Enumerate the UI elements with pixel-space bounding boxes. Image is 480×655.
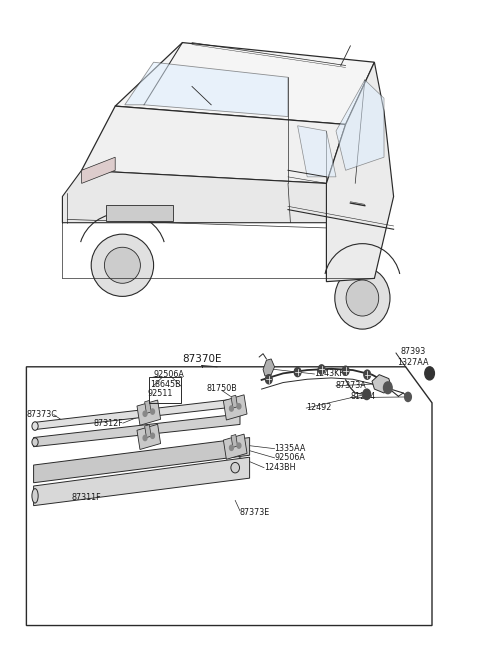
Text: 1335AA: 1335AA bbox=[275, 443, 306, 453]
Circle shape bbox=[425, 367, 434, 380]
Circle shape bbox=[384, 382, 392, 394]
Text: 87373C: 87373C bbox=[27, 410, 58, 419]
Polygon shape bbox=[34, 400, 230, 430]
Polygon shape bbox=[298, 126, 336, 177]
Ellipse shape bbox=[32, 438, 38, 447]
Circle shape bbox=[363, 389, 371, 400]
Circle shape bbox=[237, 403, 241, 409]
Polygon shape bbox=[115, 43, 374, 124]
Text: 81224: 81224 bbox=[350, 392, 376, 402]
Text: 1243KH: 1243KH bbox=[314, 369, 346, 378]
Bar bbox=[149, 377, 181, 403]
Ellipse shape bbox=[346, 280, 379, 316]
Circle shape bbox=[151, 433, 155, 438]
Circle shape bbox=[294, 367, 301, 377]
Text: 92511: 92511 bbox=[147, 388, 172, 398]
Text: 12492: 12492 bbox=[306, 403, 332, 412]
Ellipse shape bbox=[32, 489, 38, 503]
Polygon shape bbox=[144, 424, 151, 438]
Polygon shape bbox=[231, 395, 238, 408]
Ellipse shape bbox=[105, 248, 140, 283]
Text: 81750B: 81750B bbox=[206, 384, 237, 393]
Polygon shape bbox=[82, 106, 346, 183]
Polygon shape bbox=[137, 400, 161, 425]
Ellipse shape bbox=[231, 462, 240, 473]
Polygon shape bbox=[34, 414, 240, 447]
Polygon shape bbox=[223, 434, 247, 459]
Polygon shape bbox=[62, 170, 326, 223]
Polygon shape bbox=[326, 62, 394, 282]
Polygon shape bbox=[231, 434, 238, 447]
Text: 92506A: 92506A bbox=[154, 370, 184, 379]
Ellipse shape bbox=[91, 234, 154, 297]
Polygon shape bbox=[144, 400, 151, 413]
Text: 87311F: 87311F bbox=[72, 493, 102, 502]
Text: 18645B: 18645B bbox=[150, 380, 181, 389]
Text: 92506A: 92506A bbox=[275, 453, 305, 462]
Circle shape bbox=[143, 436, 147, 441]
Polygon shape bbox=[263, 359, 275, 376]
Text: 1243BH: 1243BH bbox=[264, 462, 296, 472]
Circle shape bbox=[405, 392, 411, 402]
Bar bbox=[106, 205, 173, 221]
Circle shape bbox=[364, 370, 371, 379]
Polygon shape bbox=[137, 424, 161, 449]
Circle shape bbox=[229, 406, 233, 411]
Circle shape bbox=[151, 409, 155, 414]
Circle shape bbox=[318, 365, 325, 374]
Circle shape bbox=[229, 445, 233, 451]
Polygon shape bbox=[223, 395, 247, 420]
Circle shape bbox=[237, 443, 241, 448]
Polygon shape bbox=[34, 457, 250, 506]
Text: 87373E: 87373E bbox=[240, 508, 270, 517]
Circle shape bbox=[342, 366, 349, 375]
Polygon shape bbox=[82, 157, 115, 183]
Ellipse shape bbox=[335, 267, 390, 329]
Polygon shape bbox=[336, 80, 384, 170]
Polygon shape bbox=[26, 367, 432, 626]
Text: 87373A: 87373A bbox=[336, 381, 367, 390]
Ellipse shape bbox=[32, 422, 38, 430]
Circle shape bbox=[143, 411, 147, 417]
Polygon shape bbox=[125, 62, 288, 117]
Text: 87370E: 87370E bbox=[182, 354, 221, 364]
Text: 87393
1327AA: 87393 1327AA bbox=[397, 347, 429, 367]
Circle shape bbox=[265, 375, 272, 384]
Text: 87312F: 87312F bbox=[94, 419, 123, 428]
Polygon shape bbox=[372, 375, 391, 393]
Polygon shape bbox=[34, 438, 250, 483]
